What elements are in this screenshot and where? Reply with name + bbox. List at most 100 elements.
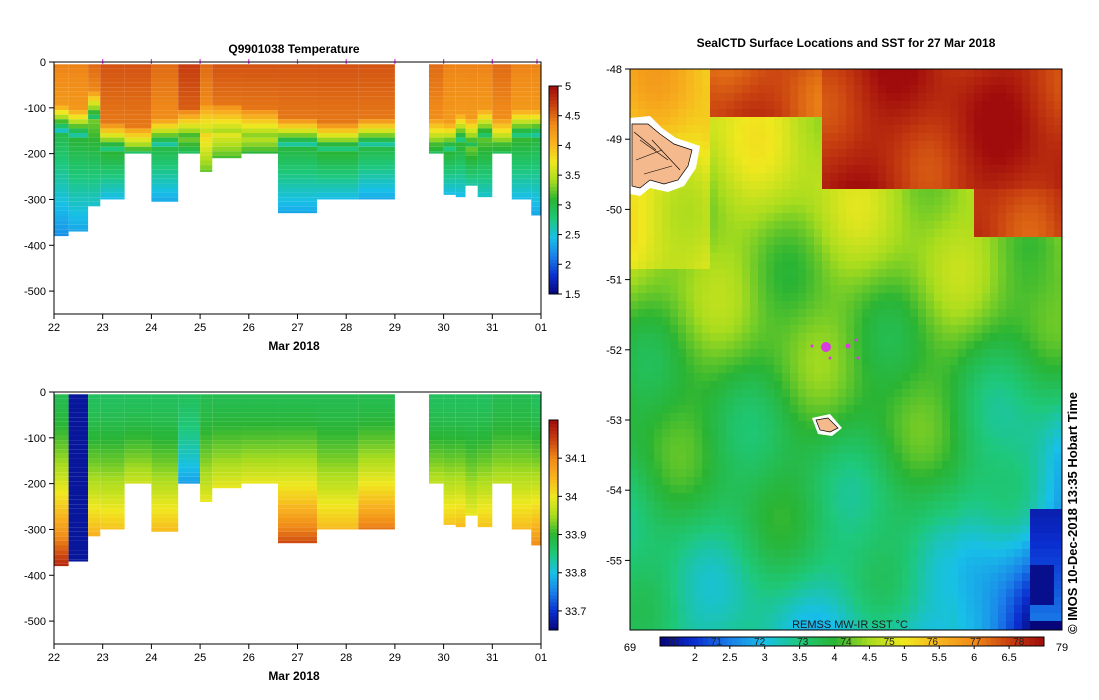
sst-cell (750, 421, 759, 430)
temperature-cell (278, 151, 317, 156)
sst-cell (902, 253, 911, 262)
sst-cell (798, 557, 807, 566)
salinity-cell (100, 513, 125, 518)
sst-cell (662, 461, 671, 470)
salinity-cell (100, 408, 125, 413)
temperature-cell (200, 165, 213, 170)
temperature-cell (455, 68, 466, 74)
sst-cell (774, 149, 783, 158)
sst-cell (814, 301, 823, 310)
sst-cell (894, 517, 903, 526)
sst-cell (998, 405, 1007, 414)
temperature-cell (68, 110, 89, 115)
sst-cell (758, 173, 767, 182)
salinity-cell (477, 476, 493, 482)
temperature-cell (465, 128, 478, 134)
sst-cell (662, 245, 671, 254)
temperature-cell (241, 100, 279, 106)
sst-cell (1054, 453, 1062, 462)
colorbar-band (549, 214, 558, 219)
sst-cell (926, 389, 935, 398)
sst-cell (718, 453, 727, 462)
sst-cell (894, 429, 903, 438)
sst-cell (870, 213, 879, 222)
salinity-cell (100, 476, 125, 482)
sst-cell (798, 461, 807, 470)
salinity-cell (200, 490, 213, 496)
sst-cell (718, 197, 727, 206)
sst-cell (822, 173, 831, 182)
temperature-cell (178, 114, 201, 120)
sst-cell (694, 429, 703, 438)
sst-cell (766, 573, 775, 582)
sst-cell (718, 317, 727, 326)
sst-cell (1046, 589, 1055, 598)
sst-cell (742, 389, 751, 398)
sst-cell (822, 525, 831, 534)
sst-cell (726, 253, 735, 262)
temperature-cell (151, 169, 179, 175)
sst-cell (678, 189, 687, 198)
sst-cell (654, 421, 663, 430)
sst-cell (670, 213, 679, 222)
temperature-cell (54, 233, 69, 237)
sst-cell (766, 261, 775, 270)
temperature-cell (455, 82, 466, 88)
sst-cell (694, 317, 703, 326)
temperature-cell (68, 178, 89, 184)
sst-cell (638, 293, 647, 302)
temperature-cell (316, 188, 359, 193)
salinity-cell (54, 559, 69, 564)
sst-cell (822, 589, 831, 598)
temperature-cell (88, 183, 101, 188)
sst-cell (726, 197, 735, 206)
sst-cell (958, 77, 967, 86)
sst-cell (646, 205, 655, 214)
temperature-cell (68, 174, 89, 179)
temperature-cell (358, 183, 395, 188)
temperature-cell (358, 197, 395, 200)
sst-cell (982, 357, 991, 366)
salinity-cell (531, 449, 541, 454)
sst-cell (950, 269, 959, 278)
salinity-cell (100, 444, 125, 450)
sst-cell (838, 317, 847, 326)
sst-cell (830, 293, 839, 302)
sst-cell (838, 213, 847, 222)
sst-cell (950, 349, 959, 358)
sst-cell (982, 525, 991, 534)
sst-cell (846, 245, 855, 254)
sst-cell (854, 357, 863, 366)
sst-cell (982, 381, 991, 390)
temperature-cell (316, 174, 359, 179)
sst-cell (798, 341, 807, 350)
sst-cell (966, 413, 975, 422)
sst-cell (846, 501, 855, 510)
sst-cell (990, 517, 999, 526)
sst-cell (862, 525, 871, 534)
temperature-cell (428, 119, 444, 124)
sst-cell (766, 309, 775, 318)
sst-cell (942, 325, 951, 334)
temperature-cell (54, 201, 69, 207)
sst-cell (830, 581, 839, 590)
sst-cell (1038, 365, 1047, 374)
salinity-cell (68, 540, 89, 546)
sst-cell (830, 533, 839, 542)
sst-cell (926, 189, 935, 198)
sst-cell (718, 237, 727, 246)
sst-cell (982, 205, 991, 214)
sst-cell (678, 93, 687, 102)
sst-cell (718, 445, 727, 454)
sst-cell (990, 221, 999, 230)
sst-cell (734, 437, 743, 446)
temperature-cell (241, 96, 279, 101)
sst-cell (966, 149, 975, 158)
salinity-cell (455, 444, 466, 450)
temperature-cell (443, 155, 456, 161)
sst-cell (822, 541, 831, 550)
sst-cell (742, 237, 751, 246)
sst-cell (798, 293, 807, 302)
sst-cell (710, 293, 719, 302)
sst-cell (702, 309, 711, 318)
